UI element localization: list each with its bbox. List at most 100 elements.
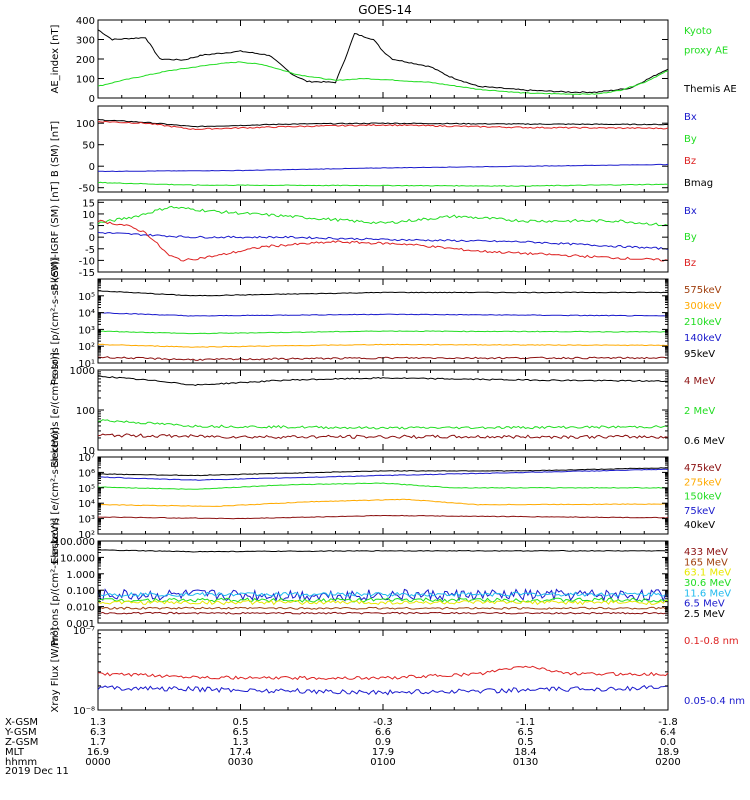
y-tick-label: 0.010 (66, 603, 95, 614)
series-line (97, 290, 669, 297)
y-tick-label: 100 (76, 75, 95, 86)
legend-label: Bmag (684, 178, 713, 189)
ephemeris-value: 0100 (370, 757, 395, 768)
legend-label: 4 MeV (684, 376, 715, 387)
legend-label: Bx (684, 206, 697, 217)
y-tick-label: 10 (82, 446, 95, 457)
legend-label: Bx (684, 112, 697, 123)
panel-8: 10⁻⁸ 10⁻⁷ Xray Flux [W/m²] 0.1-0.8 nm 0.05-0… (50, 626, 745, 717)
series-line (97, 205, 669, 227)
legend-label: Kyoto (684, 26, 712, 37)
ephemeris-value: -0.3 (373, 717, 393, 728)
y-axis-label: Electrons [e/(cm²-s-sr-keV)] (50, 427, 61, 564)
ephemeris-value: 1.7 (90, 737, 106, 748)
ephemeris-row-label: X-GSM (5, 717, 38, 728)
panel-5: 10 100 1000 Electrons [e/(cm²-s-sr)] 4 MeV 2 … (50, 352, 725, 468)
legend-label: Themis AE (683, 84, 737, 95)
y-axis-label: Xray Flux [W/m²] (50, 627, 61, 712)
ephemeris-value: 1.3 (90, 717, 106, 728)
series-line (97, 599, 669, 606)
series-line (97, 61, 669, 96)
ephemeris-value: 0.5 (518, 737, 534, 748)
y-tick-label: 100.000 (54, 537, 95, 548)
legend-label: 575keV (684, 285, 722, 296)
series-line (97, 343, 669, 348)
panel-frame (97, 540, 669, 624)
y-tick-label: 10⁻⁸ (73, 706, 95, 717)
ephemeris-value: -1.1 (516, 717, 536, 728)
ephemeris-value: 17.4 (229, 747, 251, 758)
legend-label: 475keV (684, 463, 722, 474)
legend-label: 275keV (684, 477, 722, 488)
ephemeris-value: -1.8 (658, 717, 678, 728)
series-line (98, 419, 669, 430)
series-line (97, 433, 669, 440)
ephemeris-value: 0030 (228, 757, 253, 768)
series-line (98, 514, 669, 520)
panel-2: -50 0 50 100 B (SM) [nT] Bx By Bz Bmag (50, 105, 713, 195)
ephemeris-value: 16.9 (87, 747, 109, 758)
panel-1: 0 100 200 300 400 AE_index [nT] Kyoto proxy AE T… (50, 16, 737, 105)
series-line (97, 685, 668, 696)
panel-frame (97, 456, 669, 535)
chart-title: GOES-14 (358, 3, 412, 17)
y-tick-label: -50 (79, 184, 95, 195)
y-tick-label: -15 (79, 268, 95, 279)
series-line (97, 29, 669, 94)
ephemeris-table: X-GSM 1.3 0.5 -0.3 -1.1 -1.8 Y-GSM 6.3 6.5 6.6 6.5… (4, 717, 681, 768)
ephemeris-value: 6.5 (518, 727, 534, 738)
legend-label: 140keV (684, 333, 722, 344)
panel-frame (97, 369, 669, 451)
series-line (97, 597, 669, 603)
series-line (98, 163, 669, 173)
series-line (97, 181, 669, 187)
legend-label: 165 MeV (684, 557, 728, 568)
y-tick-label: 0 (89, 94, 95, 105)
legend-label: By (684, 232, 697, 243)
y-axis-label: Protons [p/(cm²-s-sr-keV)] (50, 257, 61, 385)
y-tick-label: 5 (89, 222, 95, 233)
legend-label: 300keV (684, 301, 722, 312)
series-line (97, 498, 669, 507)
series-line (97, 468, 669, 481)
panel-frame (97, 19, 669, 99)
ephemeris-value: 6.4 (660, 727, 676, 738)
legend-label: 210keV (684, 317, 722, 328)
y-tick-label: 300 (76, 36, 95, 47)
series-line (97, 312, 669, 317)
ephemeris-row-label: Y-GSM (4, 727, 37, 738)
y-tick-label: 10.000 (60, 553, 95, 564)
y-tick-label: 10² (78, 530, 95, 541)
y-tick-label: 100 (76, 119, 95, 130)
y-tick-label: 10³ (78, 515, 95, 526)
series-line (97, 118, 669, 128)
series-line (97, 120, 669, 131)
y-tick-label: 10³ (78, 325, 95, 336)
legend-label: proxy AE (684, 45, 728, 56)
legend-label: 95keV (684, 349, 715, 360)
y-tick-label: 10⁵ (78, 292, 95, 303)
y-tick-label: 10⁴ (78, 499, 95, 510)
ephemeris-value: 17.9 (372, 747, 394, 758)
legend-label: 0.1-0.8 nm (684, 636, 739, 647)
legend-label: Bz (684, 258, 696, 269)
panel-frame (97, 105, 669, 193)
y-tick-label: -5 (85, 245, 95, 256)
series-line (97, 665, 669, 681)
y-axis-label: B (SM) [nT] (50, 121, 61, 177)
ephemeris-value: 0200 (655, 757, 680, 768)
legend-label: By (684, 134, 697, 145)
series-line (97, 330, 668, 335)
series-line (97, 482, 668, 490)
ephemeris-value: 0.0 (660, 737, 676, 748)
ephemeris-value: 0130 (513, 757, 538, 768)
y-tick-label: 10⁴ (78, 309, 95, 320)
y-tick-label: 0.001 (66, 619, 95, 630)
legend-label: 2 MeV (684, 406, 715, 417)
legend-label: 63.1 MeV (684, 568, 731, 579)
legend-label: 75keV (684, 506, 715, 517)
legend-label: 0.6 MeV (684, 436, 725, 447)
